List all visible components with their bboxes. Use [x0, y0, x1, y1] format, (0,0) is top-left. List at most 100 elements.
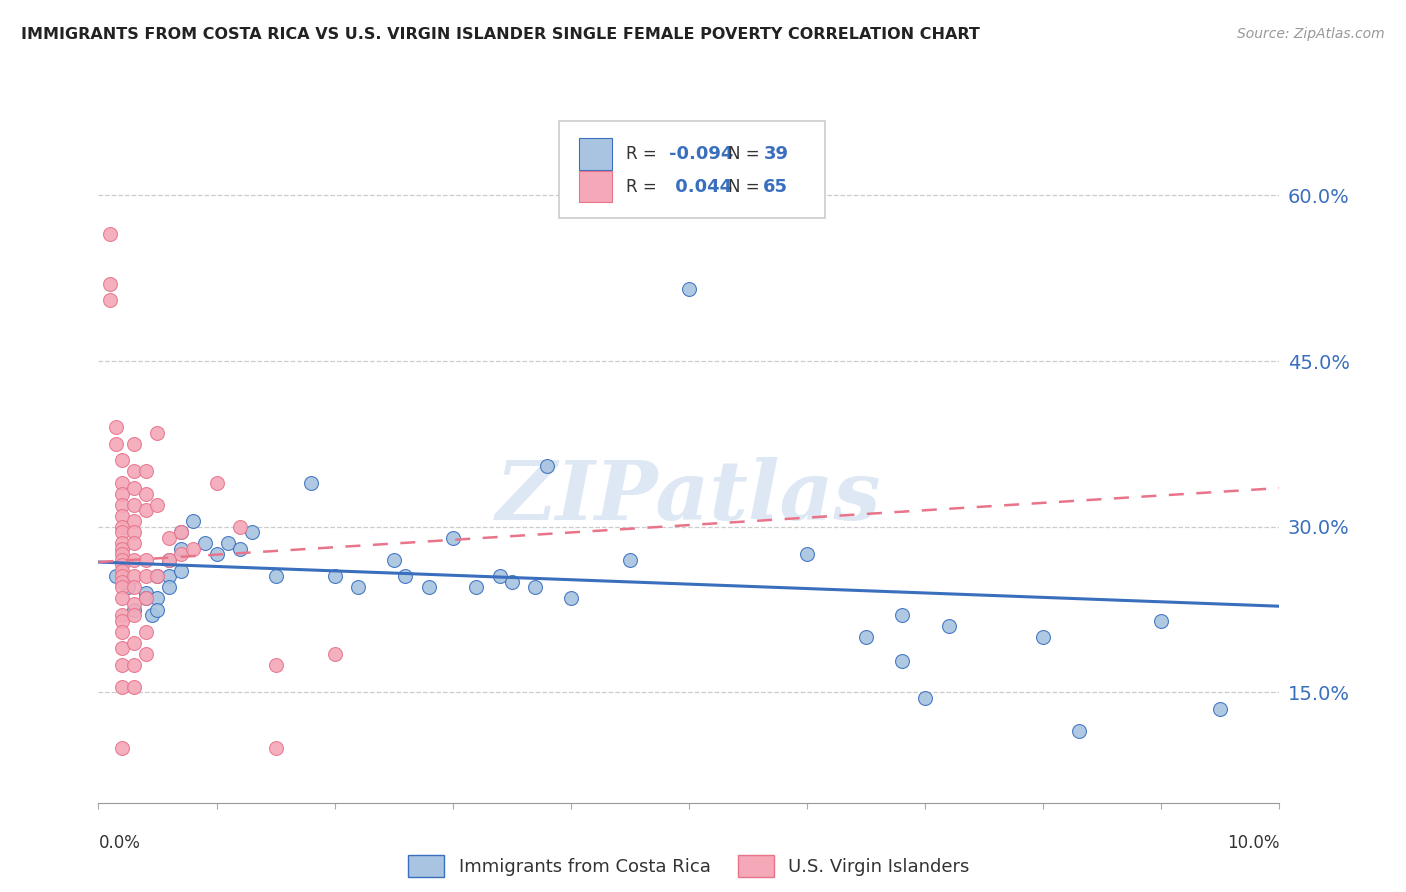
Point: [111, 486, 134, 500]
Point: [240, 525, 263, 540]
Point: [855, 630, 877, 644]
Point: [890, 608, 912, 623]
Point: [122, 581, 145, 595]
Point: [122, 437, 145, 451]
Point: [194, 536, 217, 550]
Point: [181, 514, 204, 528]
Point: [111, 536, 134, 550]
Point: [205, 475, 228, 490]
Point: [111, 581, 134, 595]
Point: [122, 680, 145, 694]
Point: [111, 657, 134, 672]
Bar: [579, 171, 612, 202]
Point: [157, 581, 180, 595]
Point: [111, 475, 134, 490]
Point: [111, 641, 134, 656]
Point: [122, 635, 145, 649]
Point: [122, 657, 145, 672]
Text: 39: 39: [763, 145, 789, 163]
Point: [135, 586, 157, 600]
Point: [135, 624, 157, 639]
Text: 0.0%: 0.0%: [98, 834, 141, 852]
Point: [264, 569, 287, 583]
Point: [122, 498, 145, 512]
Point: [217, 536, 239, 550]
Point: [465, 581, 488, 595]
Point: [122, 481, 145, 495]
Point: [122, 602, 145, 616]
Point: [323, 569, 346, 583]
Point: [122, 514, 145, 528]
Point: [111, 453, 134, 467]
Point: [111, 569, 134, 583]
Point: [524, 581, 547, 595]
Point: [122, 536, 145, 550]
Point: [122, 465, 145, 479]
Point: [441, 531, 464, 545]
Point: [98, 227, 121, 241]
Text: R =: R =: [626, 145, 662, 163]
Point: [170, 564, 193, 578]
Point: [135, 503, 157, 517]
Point: [135, 486, 157, 500]
Point: [796, 547, 818, 561]
Point: [105, 420, 128, 434]
Point: [122, 608, 145, 623]
Point: [111, 558, 134, 573]
Point: [170, 525, 193, 540]
Point: [135, 647, 157, 661]
Bar: [579, 138, 612, 169]
Point: [489, 569, 512, 583]
Point: [938, 619, 960, 633]
Point: [264, 657, 287, 672]
Text: ZIPatlas: ZIPatlas: [496, 457, 882, 537]
Point: [678, 282, 700, 296]
Point: [98, 277, 121, 291]
Point: [105, 569, 128, 583]
Point: [157, 531, 180, 545]
FancyBboxPatch shape: [560, 121, 825, 219]
Point: [122, 597, 145, 611]
Point: [141, 608, 163, 623]
Text: 10.0%: 10.0%: [1227, 834, 1279, 852]
Point: [146, 498, 169, 512]
Text: -0.094: -0.094: [669, 145, 734, 163]
Text: 65: 65: [763, 178, 789, 195]
Point: [890, 655, 912, 669]
Point: [146, 569, 169, 583]
Point: [111, 541, 134, 556]
Point: [111, 508, 134, 523]
Point: [1032, 630, 1054, 644]
Point: [181, 541, 204, 556]
Point: [170, 525, 193, 540]
Text: 0.044: 0.044: [669, 178, 733, 195]
Text: IMMIGRANTS FROM COSTA RICA VS U.S. VIRGIN ISLANDER SINGLE FEMALE POVERTY CORRELA: IMMIGRANTS FROM COSTA RICA VS U.S. VIRGI…: [21, 27, 980, 42]
Point: [111, 547, 134, 561]
Point: [347, 581, 370, 595]
Point: [619, 553, 641, 567]
Point: [1150, 614, 1173, 628]
Point: [1067, 724, 1090, 739]
Point: [111, 564, 134, 578]
Point: [111, 680, 134, 694]
Point: [299, 475, 322, 490]
Point: [229, 541, 252, 556]
Point: [560, 591, 582, 606]
Point: [1209, 702, 1232, 716]
Point: [382, 553, 405, 567]
Point: [264, 740, 287, 755]
Point: [105, 437, 128, 451]
Text: R =: R =: [626, 178, 662, 195]
Point: [170, 547, 193, 561]
Point: [135, 591, 157, 606]
Point: [135, 465, 157, 479]
Point: [157, 553, 180, 567]
Text: N =: N =: [728, 178, 765, 195]
Point: [111, 519, 134, 533]
Point: [111, 574, 134, 589]
Point: [111, 624, 134, 639]
Point: [135, 569, 157, 583]
Point: [501, 574, 523, 589]
Point: [914, 690, 936, 705]
Point: [111, 614, 134, 628]
